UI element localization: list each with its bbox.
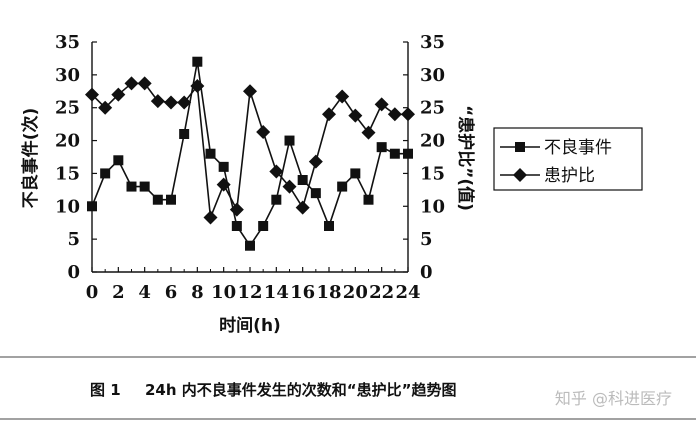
y-axis-right-title: “患护比”(值) (455, 105, 476, 211)
series-2-point (348, 108, 363, 123)
watermark: 知乎 @科进医疗 (555, 389, 672, 408)
series-1-point (231, 221, 242, 231)
series-2-point (308, 154, 323, 169)
y-left-tick-label: 10 (55, 196, 80, 217)
series-2-point (137, 76, 152, 91)
series-2-point (269, 164, 284, 179)
series-2-point (401, 107, 415, 122)
series-1-point (284, 135, 295, 146)
y-axis-left-title: 不良事件(次) (20, 108, 41, 209)
series-2-point (177, 95, 192, 110)
series-2-point (98, 100, 113, 115)
series-1-point (179, 129, 190, 139)
series-2-point (282, 179, 297, 194)
x-tick-label: 0 (86, 282, 99, 303)
series-2-point (361, 125, 376, 140)
series-2-point (243, 84, 257, 99)
y-right-tick-label: 10 (420, 196, 445, 217)
y-left-tick-label: 0 (67, 262, 80, 283)
series-1-point (218, 161, 229, 172)
series-1-point (192, 56, 203, 67)
x-tick-label: 2 (112, 282, 125, 303)
y-left-tick-label: 30 (55, 65, 80, 86)
series-1-point (363, 194, 374, 205)
y-left-tick-label: 20 (55, 131, 80, 152)
legend-marker-1 (515, 142, 525, 152)
y-right-tick-label: 35 (420, 32, 445, 53)
series-1-point (297, 175, 308, 185)
figure-label: 图 1 (90, 381, 121, 399)
x-tick-label: 18 (316, 282, 341, 303)
series-1-point (166, 194, 176, 205)
x-tick-label: 8 (191, 282, 204, 303)
series-2-point (85, 87, 99, 102)
x-tick-label: 14 (264, 282, 289, 303)
series-2-point (374, 97, 389, 112)
series-1-point (389, 148, 400, 159)
x-tick-label: 12 (237, 282, 262, 303)
series-1-point (337, 181, 348, 192)
series-1-point (113, 155, 124, 166)
y-right-tick-label: 30 (420, 65, 445, 86)
figure-caption: 24h 内不良事件发生的次数和“患护比”趋势图 (145, 381, 457, 399)
series-2 (85, 76, 415, 225)
series-1-point (139, 181, 150, 192)
legend-label-2: 患护比 (544, 166, 595, 186)
legend-label-1: 不良事件 (544, 138, 612, 158)
series-2-point (150, 94, 165, 109)
y-right-tick-label: 15 (420, 163, 445, 184)
series-2-point (387, 107, 402, 122)
series-1-point (376, 142, 387, 153)
series-1-point (126, 181, 137, 192)
series-1-point (258, 221, 269, 231)
y-left-tick-label: 15 (55, 163, 80, 184)
x-tick-label: 20 (343, 282, 368, 303)
series-1-point (271, 194, 282, 205)
series-2-line (91, 82, 408, 218)
x-tick-label: 16 (290, 282, 315, 303)
y-left-tick-label: 5 (67, 229, 80, 250)
y-right-tick-label: 25 (420, 98, 445, 119)
series-2-point (216, 177, 231, 192)
y-right-tick-label: 20 (420, 131, 445, 152)
series-2-point (229, 202, 244, 217)
series-2-point (190, 79, 205, 94)
axes (91, 41, 409, 273)
series-1-point (87, 201, 97, 212)
series-2-point (203, 210, 218, 225)
series-1-point (245, 240, 255, 251)
y-left-tick-label: 25 (55, 98, 80, 119)
x-tick-label: 10 (211, 282, 236, 303)
series-2-point (164, 95, 178, 110)
x-axis-title: 时间(h) (219, 315, 281, 336)
series-1-point (152, 194, 163, 205)
series-1-point (310, 188, 321, 199)
x-tick-label: 6 (165, 282, 178, 303)
series-2-point (124, 76, 139, 91)
x-tick-label: 24 (395, 282, 420, 303)
series-layer (85, 56, 415, 251)
series-2-point (111, 87, 126, 102)
y-right-tick-label: 0 (420, 262, 433, 283)
series-2-point (256, 125, 271, 140)
series-1-point (205, 148, 216, 159)
series-2-point (335, 89, 350, 104)
series-1 (87, 56, 413, 251)
series-1-point (324, 221, 334, 231)
x-tick-label: 22 (369, 282, 394, 303)
legend-marker-2 (513, 168, 527, 182)
y-left-tick-label: 35 (55, 32, 80, 53)
series-2-point (322, 107, 336, 122)
series-1-point (100, 168, 111, 179)
series-1-point (403, 148, 413, 159)
series-1-point (350, 168, 361, 179)
series-2-point (295, 200, 310, 215)
y-right-tick-label: 5 (420, 229, 433, 250)
x-tick-label: 4 (138, 282, 151, 303)
